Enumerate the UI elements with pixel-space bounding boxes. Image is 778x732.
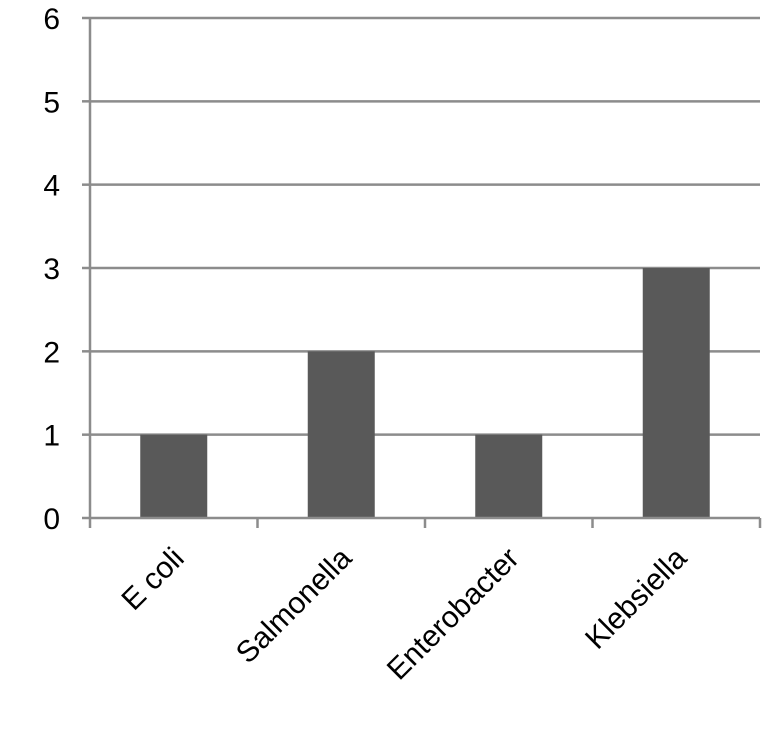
y-tick-labels: 0 1 2 3 4 5 6 xyxy=(43,3,60,536)
y-tick-label: 0 xyxy=(43,503,60,536)
axes xyxy=(82,16,762,528)
y-tick-label: 6 xyxy=(43,3,60,36)
bar xyxy=(475,434,543,518)
x-category-labels: E coli Salmonella Enterobacter Klebsiella xyxy=(115,541,693,686)
x-category-label: Enterobacter xyxy=(381,542,526,687)
bar xyxy=(307,351,375,518)
x-category-label: Klebsiella xyxy=(579,541,693,655)
bar xyxy=(140,434,208,518)
y-tick-label: 1 xyxy=(43,420,60,453)
x-category-label: E coli xyxy=(115,542,190,617)
y-tick-label: 3 xyxy=(43,253,60,286)
y-tick-label: 4 xyxy=(43,170,60,203)
y-tick-label: 5 xyxy=(43,86,60,119)
x-category-label: Salmonella xyxy=(230,541,359,670)
bars xyxy=(140,268,710,518)
y-tick-label: 2 xyxy=(43,336,60,369)
bar xyxy=(642,268,710,518)
